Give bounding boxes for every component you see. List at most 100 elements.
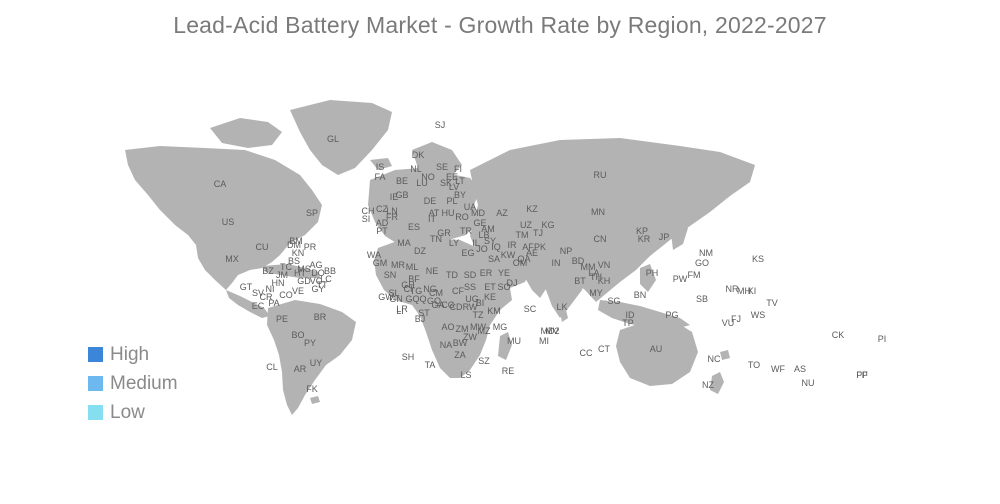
country-code-tz: TZ <box>473 310 484 320</box>
country-code-kw: KW <box>501 250 516 260</box>
country-code-nz: NZ <box>702 380 714 390</box>
country-code-ro: RO <box>455 212 469 222</box>
landmass-greenland <box>290 100 392 175</box>
country-code-bj: BJ <box>415 314 426 324</box>
country-code-gh: GH <box>401 280 415 290</box>
country-code-am: AM <box>481 224 495 234</box>
country-code-af: AF <box>522 242 534 252</box>
country-code-bi: BI <box>476 298 485 308</box>
country-code-be: BE <box>396 176 408 186</box>
country-code-tj: TJ <box>533 228 543 238</box>
country-code-tp: TP <box>622 318 634 328</box>
country-code-my: MY <box>589 288 603 298</box>
country-code-fp: FP <box>856 370 868 380</box>
country-code-kh: KH <box>598 276 611 286</box>
country-code-mh: MH <box>737 286 751 296</box>
country-code-sl: SL <box>388 288 399 298</box>
country-code-ke: KE <box>484 292 496 302</box>
legend-item-medium: Medium <box>88 369 178 398</box>
country-code-ca: CA <box>214 179 227 189</box>
country-code-bf: BF <box>408 274 420 284</box>
country-code-ne: NE <box>426 266 439 276</box>
chart-title: Lead-Acid Battery Market - Growth Rate b… <box>173 12 827 38</box>
landmass-iceland <box>370 158 392 170</box>
country-code-by: BY <box>454 190 466 200</box>
legend-swatch-high <box>88 347 103 362</box>
country-code-gl: GL <box>327 134 339 144</box>
country-code-au: AU <box>650 344 663 354</box>
country-code-ks: KS <box>752 254 764 264</box>
landmass-arctic-islands <box>210 118 282 148</box>
legend-label-high: High <box>110 343 150 365</box>
landmass-japan <box>670 218 688 250</box>
country-code-lk: LK <box>556 302 567 312</box>
country-code-bd: BD <box>572 256 585 266</box>
country-code-mg: MG <box>493 322 508 332</box>
country-code-la: LA <box>588 268 599 278</box>
landmass-australia <box>616 320 698 386</box>
country-code-si: SI <box>362 214 371 224</box>
country-code-td: TD <box>446 270 458 280</box>
country-code-sb: SB <box>696 294 708 304</box>
country-code-co: CO <box>279 290 293 300</box>
country-code-so: SO <box>497 282 510 292</box>
country-code-mm: MM <box>581 262 596 272</box>
country-code-qa: QA <box>517 254 530 264</box>
country-code-tg: TG <box>410 286 423 296</box>
country-code-ct: CT <box>598 344 610 354</box>
country-code-ec: EC <box>252 301 265 311</box>
country-code-ad: AD <box>376 218 389 228</box>
country-code-bo: BO <box>291 330 304 340</box>
country-code-lc: LC <box>320 274 332 284</box>
country-code-mv: MV <box>545 326 559 336</box>
country-code-li: LI <box>396 306 404 316</box>
country-code-cm: CM <box>429 288 443 298</box>
country-code-ng: NG <box>423 284 437 294</box>
legend-label-low: Low <box>110 401 145 423</box>
country-code-pa: PA <box>268 298 279 308</box>
country-code-se: SE <box>436 162 448 172</box>
country-code-bn: BN <box>634 290 647 300</box>
country-code-pi: PI <box>878 334 887 344</box>
country-code-fa: FA <box>374 172 385 182</box>
country-code-is: IS <box>376 162 385 172</box>
country-code-dj: DJ <box>507 278 518 288</box>
country-code-fk: FK <box>306 384 318 394</box>
country-code-py: PY <box>304 338 316 348</box>
country-code-ws: WS <box>751 310 766 320</box>
country-code-iq: IQ <box>491 242 501 252</box>
country-code-mz: MZ <box>478 326 491 336</box>
country-code-fm: FM <box>688 270 701 280</box>
country-code-jm: JM <box>276 270 288 280</box>
country-code-ph: PH <box>646 268 659 278</box>
country-code-in: IN <box>552 258 561 268</box>
country-code-ee: EE <box>446 172 458 182</box>
country-code-sz: SZ <box>478 356 490 366</box>
country-code-cz: CZ <box>376 204 388 214</box>
country-code-pr: PR <box>304 242 317 252</box>
country-code-tc: TC <box>280 262 292 272</box>
country-code-nm: NM <box>699 248 713 258</box>
country-code-gb: GB <box>395 190 408 200</box>
country-code-no: NO <box>421 172 435 182</box>
country-code-cn: CN <box>594 234 607 244</box>
country-code-cg: CG <box>441 300 455 310</box>
country-code-dz: DZ <box>414 246 426 256</box>
country-code-bz: BZ <box>262 266 274 276</box>
legend-swatch-low <box>88 405 103 420</box>
country-code-om: OM <box>513 258 528 268</box>
country-code-sd: SD <box>464 270 477 280</box>
country-code-ag: AG <box>309 260 322 270</box>
landmass-uk <box>375 186 394 210</box>
country-code-de: DE <box>424 196 437 206</box>
country-code-ao: AO <box>441 322 454 332</box>
country-code-kn: KN <box>292 248 305 258</box>
country-code-sv: SV <box>252 288 264 298</box>
country-code-ly: LY <box>449 238 459 248</box>
country-code-kr: KR <box>638 234 651 244</box>
country-code-tm: TM <box>516 230 529 240</box>
country-code-sk: SK <box>440 178 452 188</box>
country-code-cd: CD <box>450 302 463 312</box>
